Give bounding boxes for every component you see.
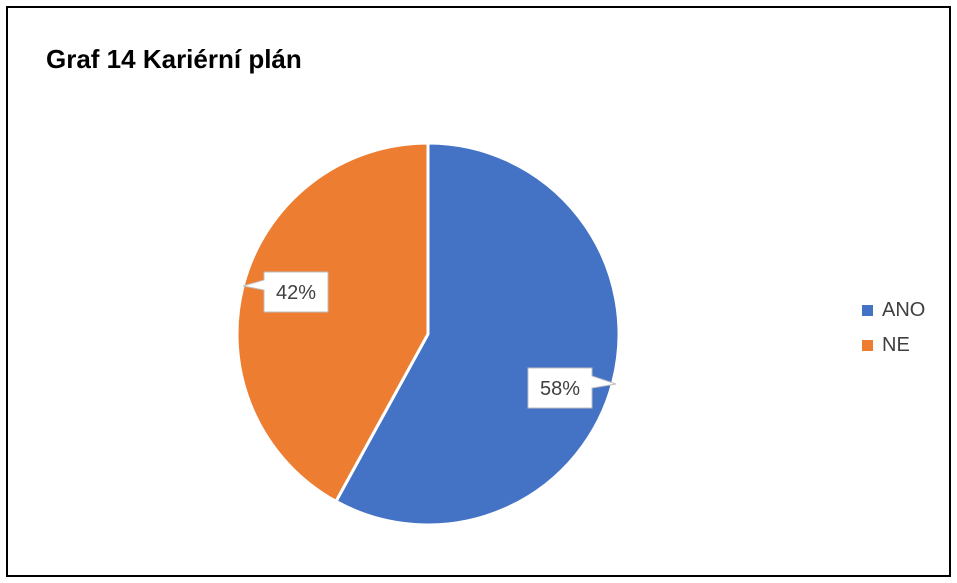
legend-swatch-ano <box>862 304 873 316</box>
chart-title: Graf 14 Kariérní plán <box>46 44 302 74</box>
legend-item-ano: ANO <box>862 296 925 324</box>
data-label-ano: 58% <box>527 367 617 409</box>
legend-label-ano: ANO <box>882 298 926 321</box>
legend-item-ne: NE <box>862 331 925 359</box>
data-label-ne: 42% <box>242 271 329 313</box>
data-label-text-ano: 58% <box>540 378 580 400</box>
legend: ANO NE <box>862 296 925 366</box>
legend-swatch-ne <box>862 339 873 351</box>
data-label-text-ne: 42% <box>276 282 316 304</box>
legend-label-ne: NE <box>882 333 910 356</box>
pie-slice-ano <box>333 141 621 527</box>
